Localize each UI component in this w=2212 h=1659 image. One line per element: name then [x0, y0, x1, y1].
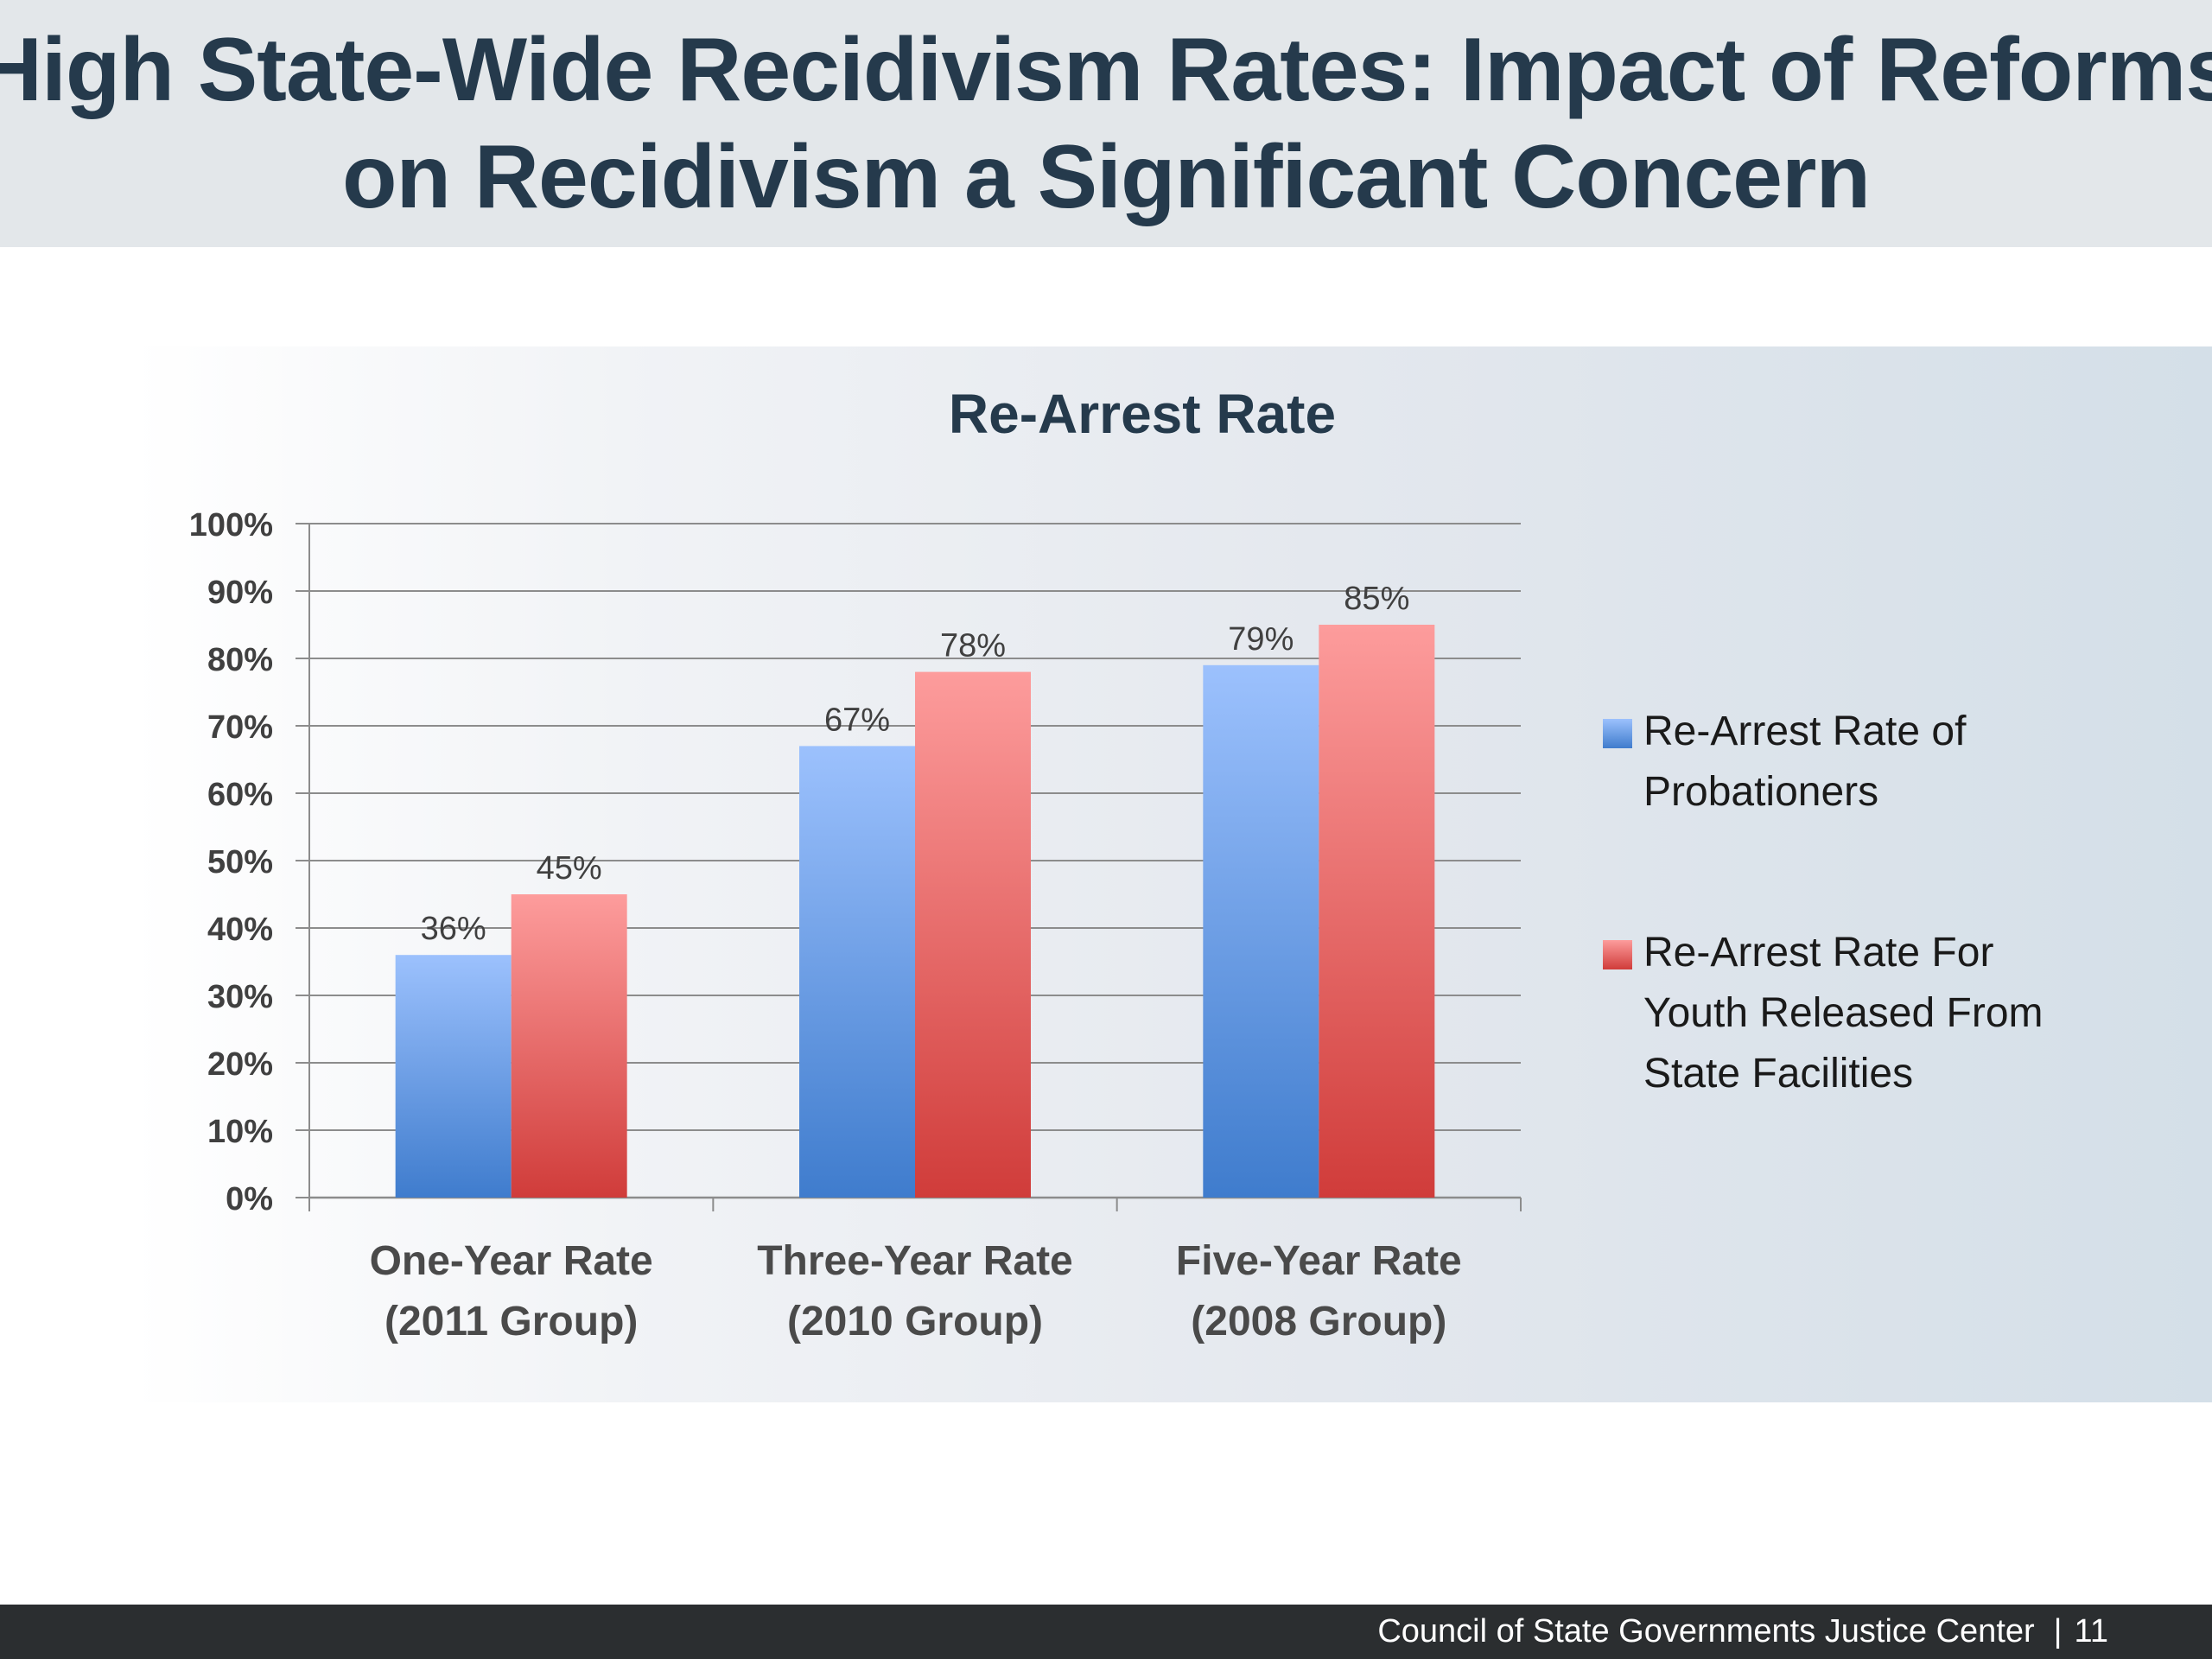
legend-label: State Facilities [1643, 1051, 1913, 1096]
data-label: 85% [1344, 581, 1409, 617]
x-category-label: Five-Year Rate [1176, 1238, 1462, 1284]
chart-panel: Re-Arrest Rate 0% 10% 20% 30% 40% 50% 60% 70% 80%… [0, 346, 2212, 1402]
data-label: 45% [537, 850, 602, 887]
data-label: 79% [1228, 621, 1294, 658]
slide-title-line-2: on Recidivism a Significant Concern [341, 127, 1871, 227]
y-tick-label: 80% [207, 642, 273, 678]
y-tick-label: 50% [207, 844, 273, 880]
legend-label: Re-Arrest Rate For [1643, 930, 1993, 976]
legend-label: Probationers [1643, 769, 1878, 815]
slide-title-line-1: High State-Wide Recidivism Rates: Impact… [0, 20, 2212, 120]
legend-label: Youth Released From [1643, 990, 2044, 1036]
probationers-bar [395, 955, 512, 1198]
youth-bar [511, 894, 627, 1198]
probationers-legend-swatch [1603, 719, 1632, 748]
y-tick-label: 70% [207, 709, 273, 746]
page-number: 11 [2074, 1613, 2108, 1649]
y-tick-label: 40% [207, 912, 273, 948]
legend-label: Re-Arrest Rate of [1643, 709, 1967, 754]
probationers-bar [1203, 664, 1319, 1198]
y-tick-label: 0% [226, 1181, 273, 1217]
x-category-label: (2011 Group) [385, 1299, 638, 1344]
footer-org: Council of State Governments Justice Cen… [1377, 1613, 2035, 1649]
footer-bar: Council of State Governments Justice Cen… [0, 1605, 2212, 1659]
footer-separator: | [2053, 1613, 2063, 1649]
chart-title: Re-Arrest Rate [949, 383, 1336, 445]
y-tick-label: 10% [207, 1114, 273, 1150]
title-bar [0, 0, 2212, 247]
data-label: 67% [824, 702, 890, 738]
x-category-label: (2008 Group) [1191, 1299, 1446, 1344]
slide-title: High State-Wide Recidivism Rates: Impact… [0, 0, 2212, 247]
data-label: 36% [421, 911, 486, 947]
youth-legend-swatch [1603, 940, 1632, 969]
x-category-label: One-Year Rate [370, 1238, 653, 1284]
y-tick-label: 30% [207, 979, 273, 1015]
data-label: 78% [940, 628, 1006, 664]
y-tick-label: 100% [189, 507, 273, 543]
footer-text: Council of State Governments Justice Cen… [1377, 1605, 2108, 1659]
x-category-label: Three-Year Rate [757, 1238, 1073, 1284]
y-tick-label: 90% [207, 575, 273, 611]
re-arrest-rate-chart: Re-Arrest Rate 0% 10% 20% 30% 40% 50% 60% 70% 80%… [189, 383, 2044, 1344]
probationers-bar [799, 746, 915, 1198]
youth-bar [1319, 625, 1435, 1198]
x-category-label: (2010 Group) [787, 1299, 1043, 1344]
y-tick-label: 20% [207, 1046, 273, 1083]
youth-bar [915, 671, 1031, 1198]
y-tick-label: 60% [207, 777, 273, 813]
